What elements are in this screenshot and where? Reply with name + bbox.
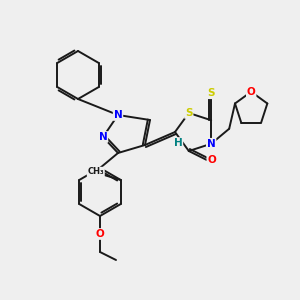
Text: N: N <box>99 132 107 142</box>
Text: S: S <box>185 108 193 118</box>
Text: H: H <box>174 138 182 148</box>
Text: CH₃: CH₃ <box>88 167 104 176</box>
Text: N: N <box>114 110 122 120</box>
Text: S: S <box>207 88 215 98</box>
Text: O: O <box>207 155 216 165</box>
Text: O: O <box>247 87 256 97</box>
Text: N: N <box>207 139 216 149</box>
Text: O: O <box>96 229 104 239</box>
